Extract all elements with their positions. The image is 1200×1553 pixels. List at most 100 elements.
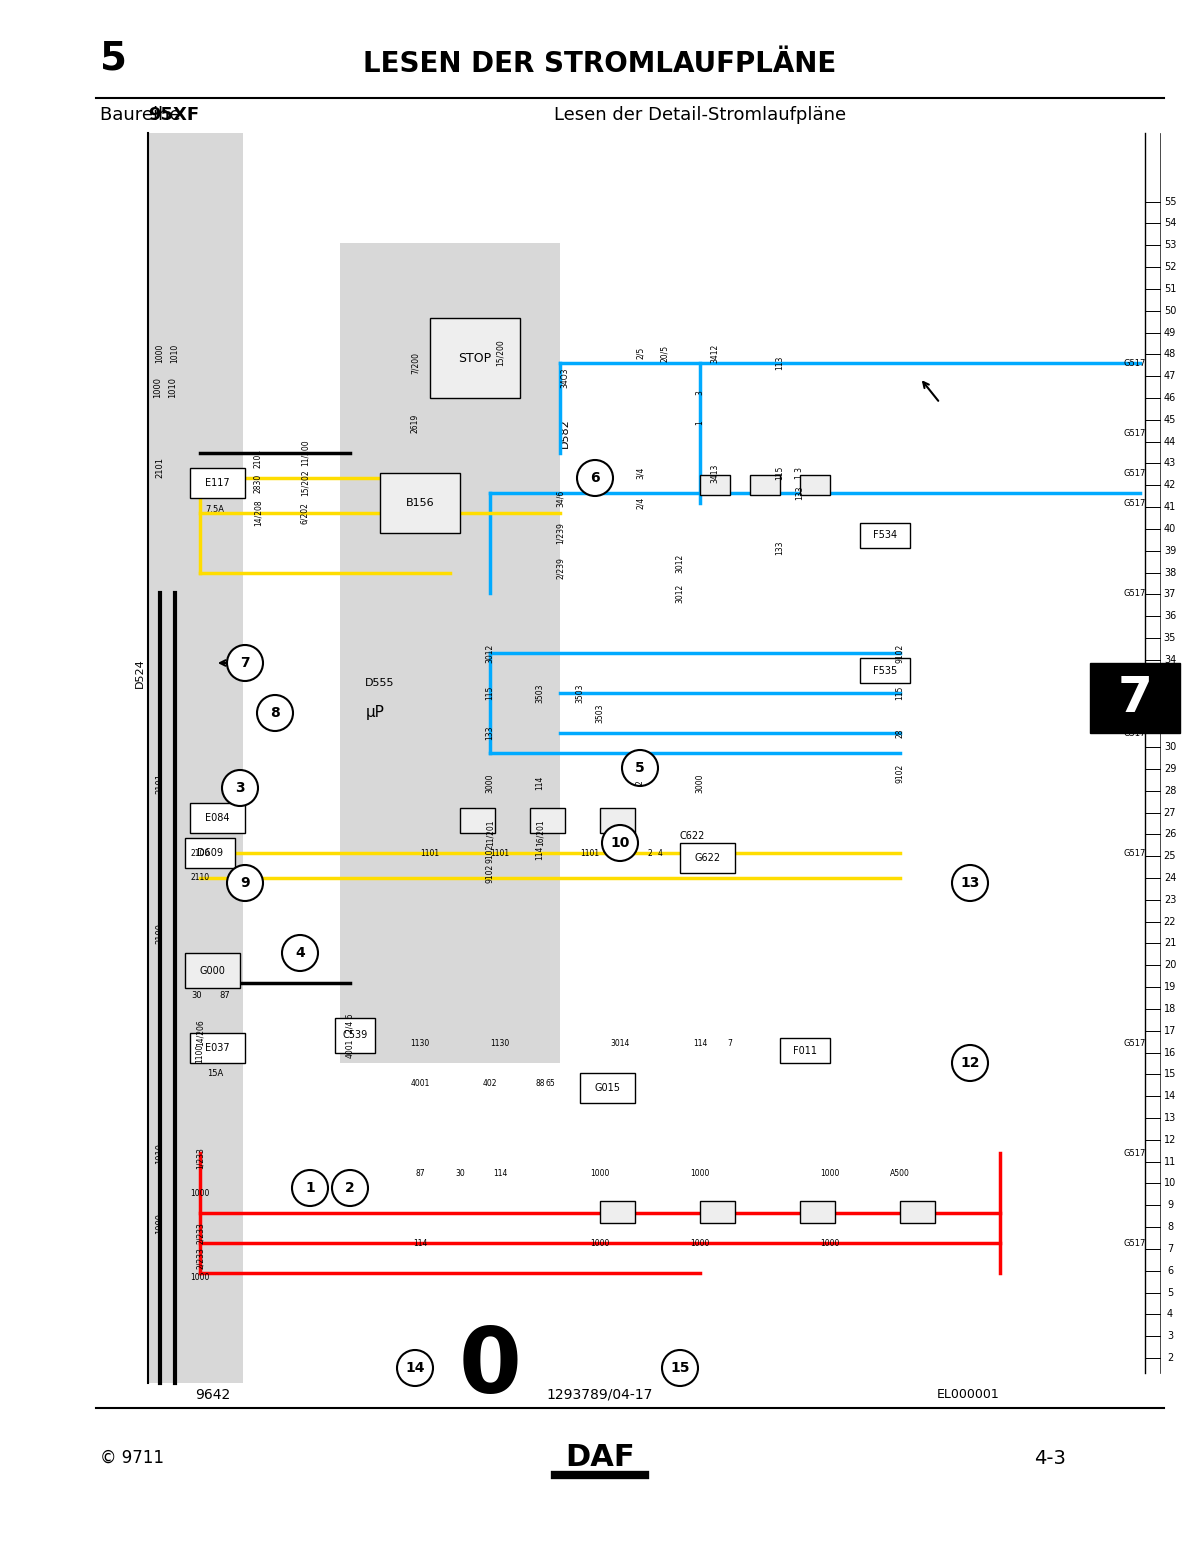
Text: 24: 24	[1164, 873, 1176, 884]
Text: 1000: 1000	[821, 1168, 840, 1177]
Text: G517: G517	[1124, 668, 1146, 677]
Bar	[340, 242, 560, 1062]
Circle shape	[397, 1350, 433, 1385]
Text: 3: 3	[235, 781, 245, 795]
Text: 33: 33	[1164, 677, 1176, 686]
Text: 5: 5	[100, 40, 127, 78]
Text: G517: G517	[1124, 728, 1146, 738]
Text: 2101: 2101	[155, 458, 164, 478]
Text: 2/233: 2/233	[196, 1222, 204, 1244]
Text: 4: 4	[1166, 1309, 1174, 1320]
Text: G517: G517	[1124, 429, 1146, 438]
Text: 18: 18	[1164, 1003, 1176, 1014]
Text: 21: 21	[1164, 938, 1176, 949]
Text: 1000: 1000	[156, 343, 164, 363]
Text: 3012: 3012	[676, 584, 684, 603]
Text: 14/206: 14/206	[196, 1020, 204, 1047]
Text: 11/200: 11/200	[300, 439, 310, 466]
Text: 1000: 1000	[191, 1188, 210, 1197]
Text: 26: 26	[1164, 829, 1176, 839]
Bar	[900, 1200, 935, 1224]
Text: 53: 53	[1164, 241, 1176, 250]
Text: 1101: 1101	[420, 848, 439, 857]
Text: 32: 32	[1164, 699, 1176, 708]
Text: 1010: 1010	[170, 343, 180, 362]
Text: 19: 19	[1164, 981, 1176, 992]
Bar	[600, 808, 635, 832]
Bar	[800, 1200, 835, 1224]
Text: F011: F011	[793, 1045, 817, 1056]
Text: 10: 10	[1164, 1179, 1176, 1188]
Text: 9102: 9102	[895, 643, 905, 663]
Bar	[460, 808, 496, 832]
Bar	[530, 808, 565, 832]
Text: 1000: 1000	[191, 1273, 210, 1283]
Text: 1: 1	[305, 1180, 314, 1194]
Text: 3000: 3000	[696, 773, 704, 792]
Text: 13: 13	[1164, 1114, 1176, 1123]
Text: 2/4: 2/4	[636, 497, 644, 509]
Text: 7.5A: 7.5A	[205, 839, 224, 848]
Text: 34: 34	[1164, 655, 1176, 665]
Circle shape	[227, 644, 263, 682]
Text: 1130: 1130	[410, 1039, 430, 1048]
Text: 1130: 1130	[491, 1039, 510, 1048]
Text: 65: 65	[545, 1078, 554, 1087]
Text: 0: 0	[458, 1325, 522, 1412]
Text: 23: 23	[1164, 895, 1176, 905]
Text: STOP: STOP	[458, 351, 492, 365]
Circle shape	[622, 750, 658, 786]
Text: 2110: 2110	[191, 873, 210, 882]
Text: 6: 6	[1166, 1266, 1174, 1275]
Text: 46: 46	[1164, 393, 1176, 402]
Bar	[185, 954, 240, 988]
Text: 3503: 3503	[576, 683, 584, 704]
Text: 5: 5	[1166, 1287, 1174, 1298]
Text: 10: 10	[611, 836, 630, 849]
Text: 13: 13	[960, 876, 979, 890]
Text: 114: 114	[535, 776, 545, 790]
Bar	[750, 475, 780, 495]
Text: 115: 115	[775, 466, 785, 480]
Text: 9102: 9102	[486, 863, 494, 882]
Bar	[190, 1033, 245, 1062]
Text: 1101: 1101	[491, 848, 510, 857]
Text: 114: 114	[413, 1238, 427, 1247]
Text: 54: 54	[1164, 219, 1176, 228]
Text: 7: 7	[1117, 674, 1152, 722]
Text: 28: 28	[1164, 786, 1176, 795]
Text: 9: 9	[1166, 1200, 1174, 1210]
Text: 1100: 1100	[196, 1044, 204, 1062]
Text: 3012: 3012	[676, 553, 684, 573]
Text: 4001: 4001	[346, 1039, 354, 1058]
Text: 42: 42	[1164, 480, 1176, 491]
Text: 1000: 1000	[690, 1168, 709, 1177]
Circle shape	[602, 825, 638, 860]
Text: 1000: 1000	[155, 1213, 164, 1233]
Text: 7: 7	[727, 1039, 732, 1048]
Text: 2/4 6: 2/4 6	[346, 1013, 354, 1033]
Text: 45: 45	[1164, 415, 1176, 426]
Text: 15: 15	[671, 1360, 690, 1374]
Text: 1293789/04-17: 1293789/04-17	[547, 1388, 653, 1402]
Text: 25: 25	[1164, 851, 1176, 862]
Text: 1000: 1000	[690, 1238, 709, 1247]
Text: 7.5A: 7.5A	[205, 505, 224, 514]
Bar	[600, 1200, 635, 1224]
Text: 15A: 15A	[206, 1068, 223, 1078]
Text: G517: G517	[1124, 1039, 1146, 1048]
Circle shape	[292, 1169, 328, 1207]
Text: 11: 11	[1164, 1157, 1176, 1166]
Text: 1000: 1000	[590, 1238, 610, 1247]
Bar	[380, 474, 460, 533]
Text: 3412: 3412	[710, 343, 720, 362]
Text: G517: G517	[1124, 359, 1146, 368]
Text: A500: A500	[890, 1168, 910, 1177]
Bar	[335, 1019, 374, 1053]
Text: E117: E117	[205, 478, 230, 488]
Text: 29: 29	[1164, 764, 1176, 773]
Text: 133: 133	[796, 486, 804, 500]
Bar	[185, 839, 235, 868]
Text: 31: 31	[1164, 721, 1176, 730]
Text: 7: 7	[240, 655, 250, 669]
